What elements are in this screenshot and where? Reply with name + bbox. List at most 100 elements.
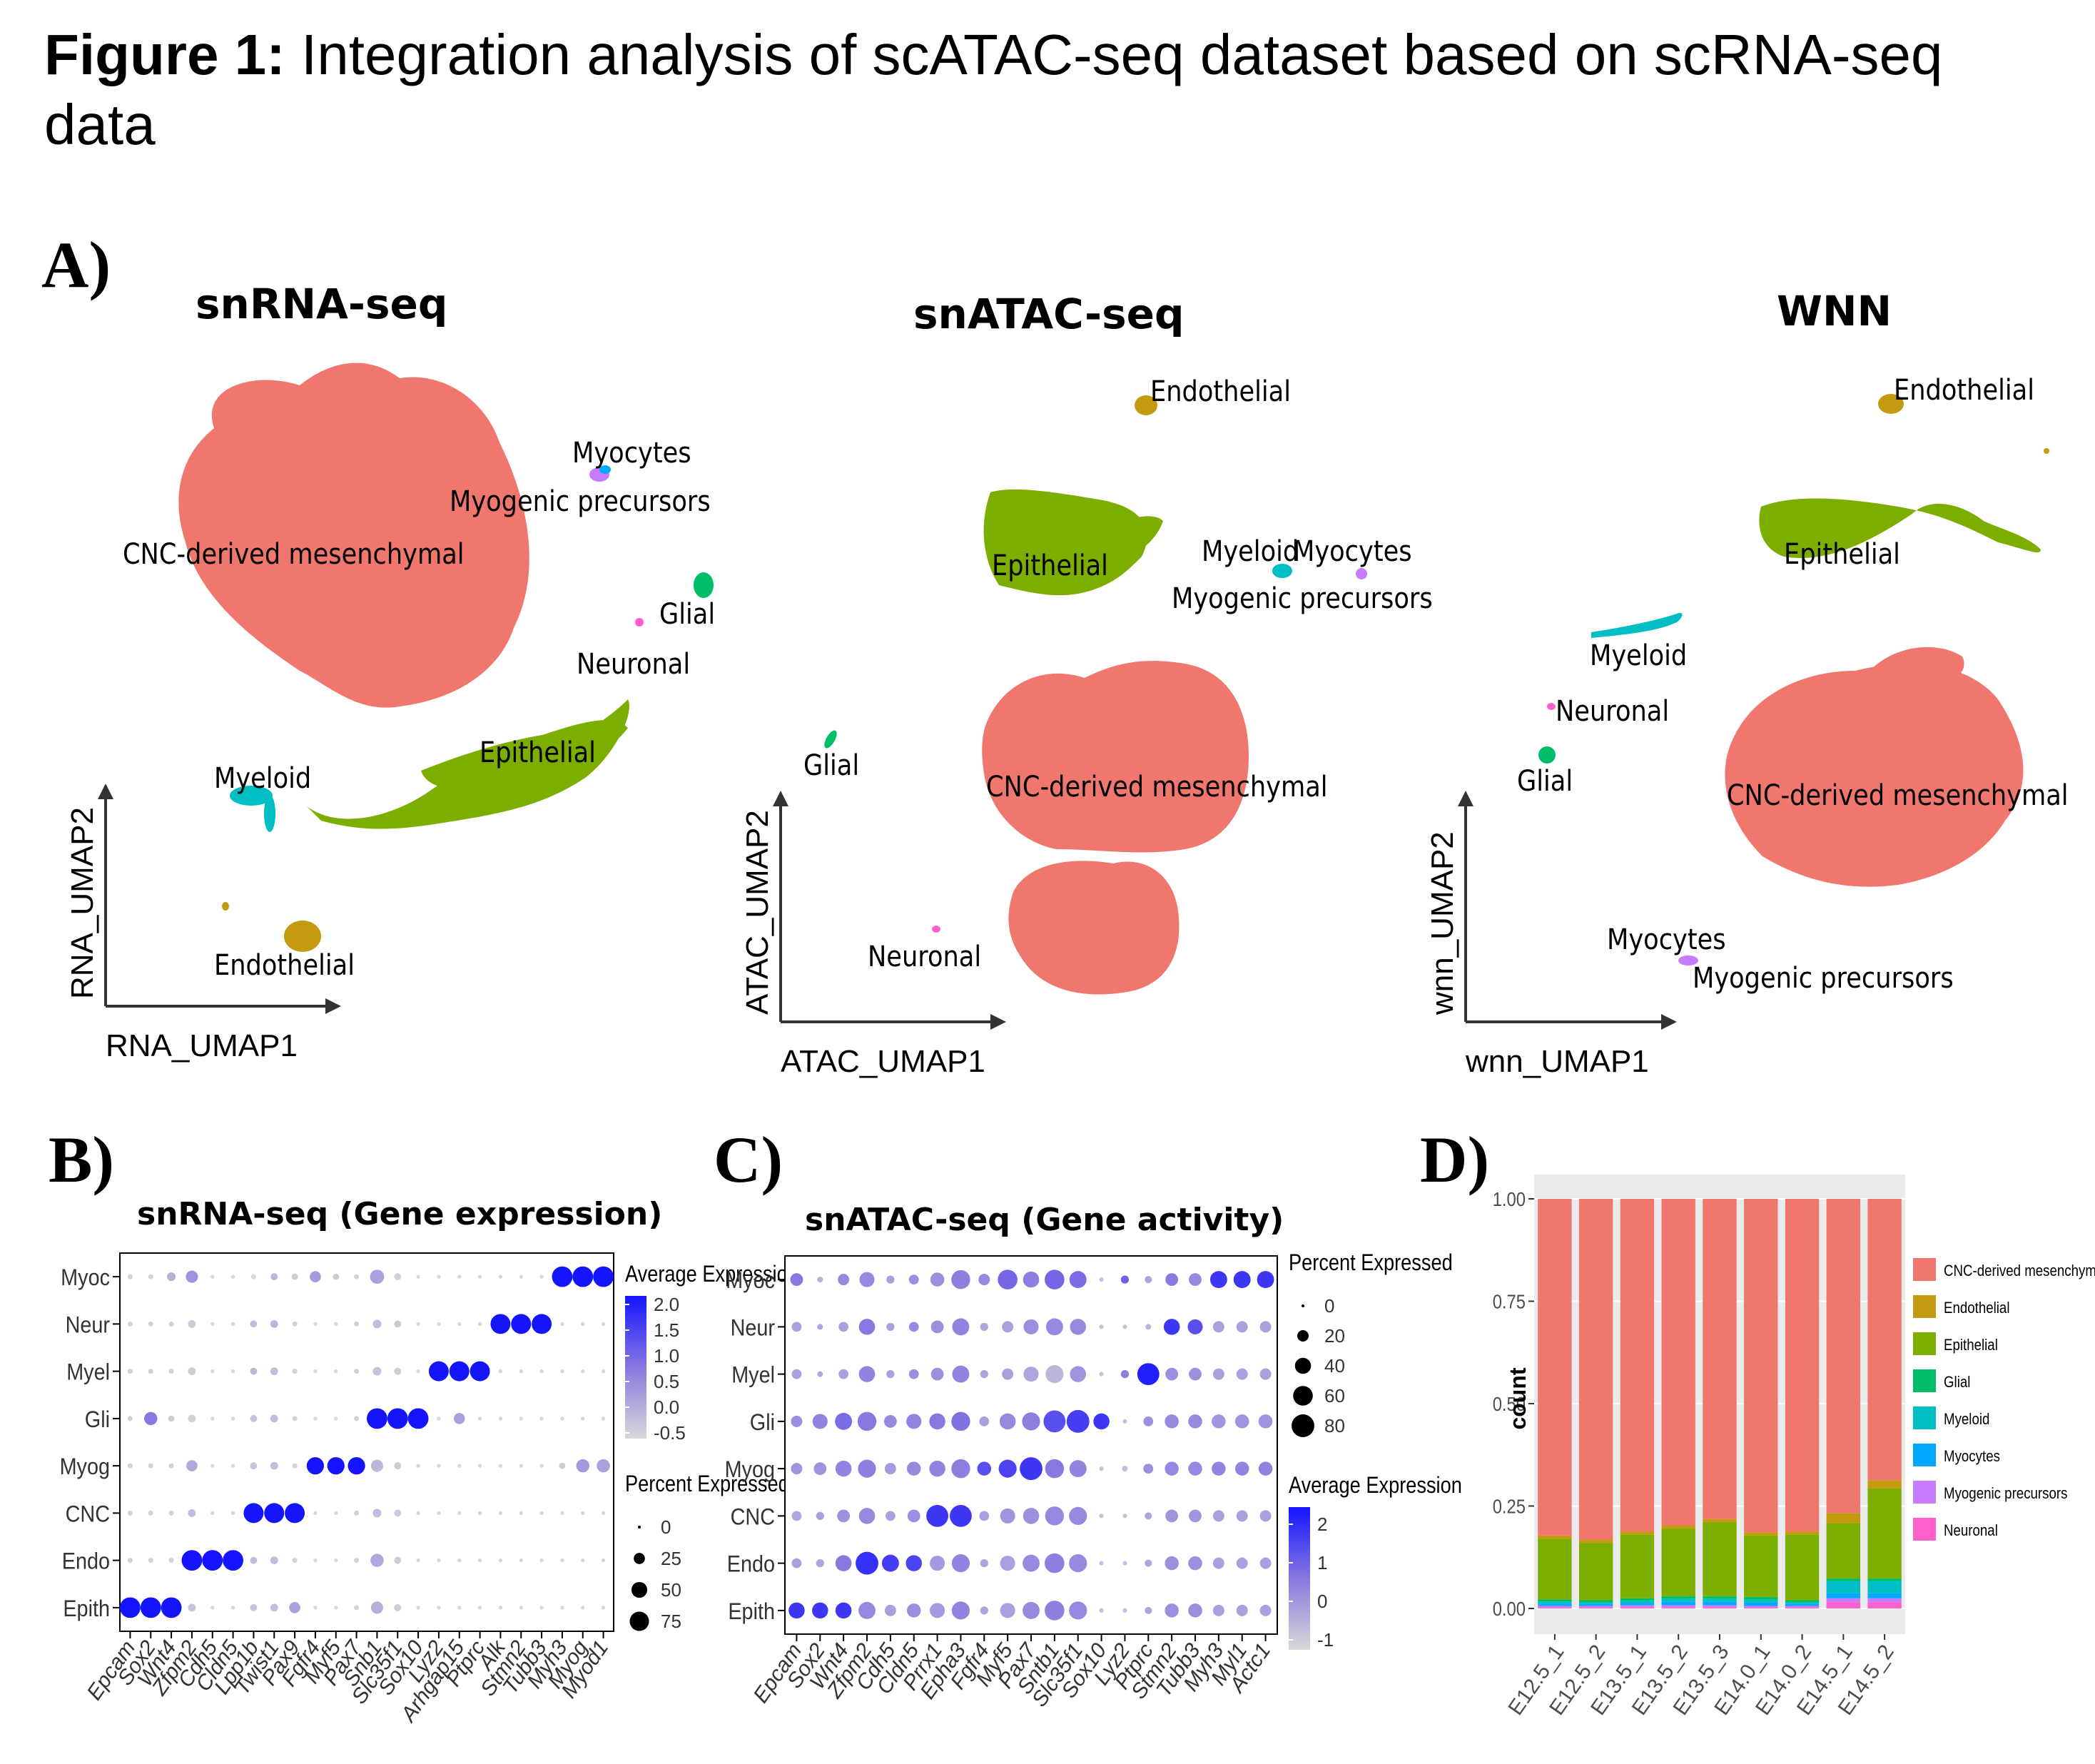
cluster-cnc-mesenchymal	[1725, 664, 2024, 887]
cluster-endothelial	[1135, 395, 1157, 415]
dotplot-dot	[519, 1464, 523, 1468]
dotplot-dot	[1045, 1269, 1065, 1289]
dotplot-dot	[1120, 1275, 1130, 1284]
bar-segment	[1785, 1607, 1820, 1608]
dotplot-dot	[127, 1321, 133, 1327]
dotplot-dot	[127, 1510, 133, 1516]
cluster-endothelial	[284, 921, 321, 952]
dotplot-dot	[407, 1408, 429, 1429]
dotplot-dot	[1000, 1603, 1015, 1618]
dotplot-frame	[784, 1255, 1278, 1635]
dotplot-dot	[168, 1463, 174, 1469]
bar-segment	[1744, 1607, 1778, 1608]
dotplot-dot	[313, 1606, 318, 1610]
dotplot-dot	[951, 1269, 970, 1289]
dotplot-dot	[354, 1416, 360, 1421]
dotplot-dot	[906, 1603, 921, 1618]
panel-c-letter: C)	[714, 1123, 783, 1196]
dotplot-dot	[210, 1274, 215, 1279]
dotplot-dot	[477, 1416, 482, 1421]
bar-segment	[1538, 1603, 1572, 1606]
dotplot-row-label: Endo	[62, 1548, 110, 1574]
bar-segment	[1538, 1601, 1572, 1604]
dotplot-dot	[449, 1361, 470, 1382]
dotplot-dot	[1023, 1319, 1039, 1334]
legend-percent-tick-label: 40	[1324, 1355, 1345, 1377]
dotplot-dot	[560, 1606, 564, 1610]
bar-segment	[1826, 1581, 1861, 1593]
bar-segment	[1620, 1534, 1655, 1598]
bar-segment	[1785, 1603, 1820, 1606]
bar-y-tick-label: 0.50	[1493, 1392, 1526, 1415]
dotplot-dot	[1212, 1368, 1224, 1380]
dotplot-dot	[127, 1274, 133, 1279]
bar-legend-label: Glial	[1944, 1374, 1970, 1392]
dotplot-dot	[1002, 1368, 1014, 1380]
legend-expression-tick-label: 1.5	[654, 1319, 679, 1341]
bar-segment	[1867, 1598, 1902, 1603]
dotplot-dot	[168, 1510, 174, 1516]
dotplot-dot	[292, 1558, 298, 1563]
dotplot-dot	[168, 1369, 174, 1374]
dotplot-dot	[127, 1463, 133, 1469]
dotplot-dot	[354, 1274, 360, 1279]
cluster-label: Myeloid	[1590, 639, 1687, 672]
dotplot-dot	[148, 1321, 153, 1327]
cluster-label: CNC-derived mesenchymal	[1727, 779, 2069, 812]
dotplot-dot	[1257, 1271, 1274, 1289]
dotplot-dot	[1069, 1506, 1087, 1525]
dotplot-dot	[416, 1606, 420, 1610]
dotplot-dot	[560, 1416, 564, 1421]
dotplot-dot	[188, 1367, 196, 1376]
dotplot-dot	[490, 1314, 511, 1334]
dotplot-dot	[354, 1558, 360, 1563]
dotplot-row-label: CNC	[66, 1501, 110, 1527]
legend-expression-tick-label: 1.0	[654, 1345, 679, 1367]
dotplot-dot	[457, 1322, 462, 1327]
bar-segment	[1867, 1602, 1902, 1608]
dotplot-dot	[1093, 1413, 1110, 1430]
bar-segment	[1578, 1600, 1613, 1603]
cluster-epithelial	[1759, 498, 2041, 558]
cluster-myeloid-tail	[264, 795, 275, 832]
dotplot-dot	[998, 1269, 1018, 1289]
dotplot-dot	[1189, 1367, 1202, 1381]
cluster-epithelial-tip	[1113, 516, 1163, 564]
dotplot-dot	[929, 1460, 945, 1477]
legend-expression-tick-label: -0.5	[654, 1422, 686, 1444]
dotplot-dot	[1023, 1601, 1040, 1619]
bar-segment	[1620, 1199, 1655, 1532]
cluster-cnc-top	[1870, 647, 1964, 685]
panel-d-letter: D)	[1420, 1123, 1490, 1196]
dotplot-dot	[1236, 1321, 1248, 1333]
dotplot-dot	[1189, 1509, 1202, 1523]
bar-legend-label: Myeloid	[1944, 1411, 1989, 1429]
dotplot-dot	[817, 1324, 823, 1330]
bar-segment	[1703, 1519, 1737, 1523]
dotplot-dot	[1209, 1271, 1227, 1289]
bar-segment	[1578, 1199, 1613, 1540]
dotplot-dot	[951, 1601, 970, 1620]
dotplot-dot	[188, 1603, 196, 1612]
dotplot-dot	[394, 1462, 402, 1470]
cluster-myeloid	[230, 786, 273, 806]
bar-segment	[1703, 1522, 1737, 1596]
dotplot-dot	[1236, 1510, 1248, 1522]
umap-y-axis-label: ATAC_UMAP2	[740, 810, 775, 1015]
dotplot-dot	[416, 1369, 420, 1374]
dotplot-dot	[477, 1558, 482, 1563]
dotplot-dot	[270, 1414, 278, 1423]
cluster-label: Myocytes	[1607, 923, 1726, 956]
dotplot-dot	[148, 1274, 153, 1279]
dotplot-dot	[181, 1550, 203, 1571]
dotplot-dot	[1069, 1554, 1087, 1573]
dotplot-dot	[477, 1322, 482, 1327]
dotplot-dot	[270, 1556, 278, 1565]
dotplot-row-label: Myog	[60, 1454, 110, 1480]
dotplot-dot	[334, 1606, 338, 1610]
dotplot-dot	[1045, 1553, 1065, 1573]
dotplot-dot	[1259, 1368, 1272, 1380]
umap-x-axis-label: ATAC_UMAP1	[781, 1044, 985, 1079]
dotplot-dot	[498, 1464, 503, 1468]
dotplot-dot	[210, 1511, 215, 1516]
